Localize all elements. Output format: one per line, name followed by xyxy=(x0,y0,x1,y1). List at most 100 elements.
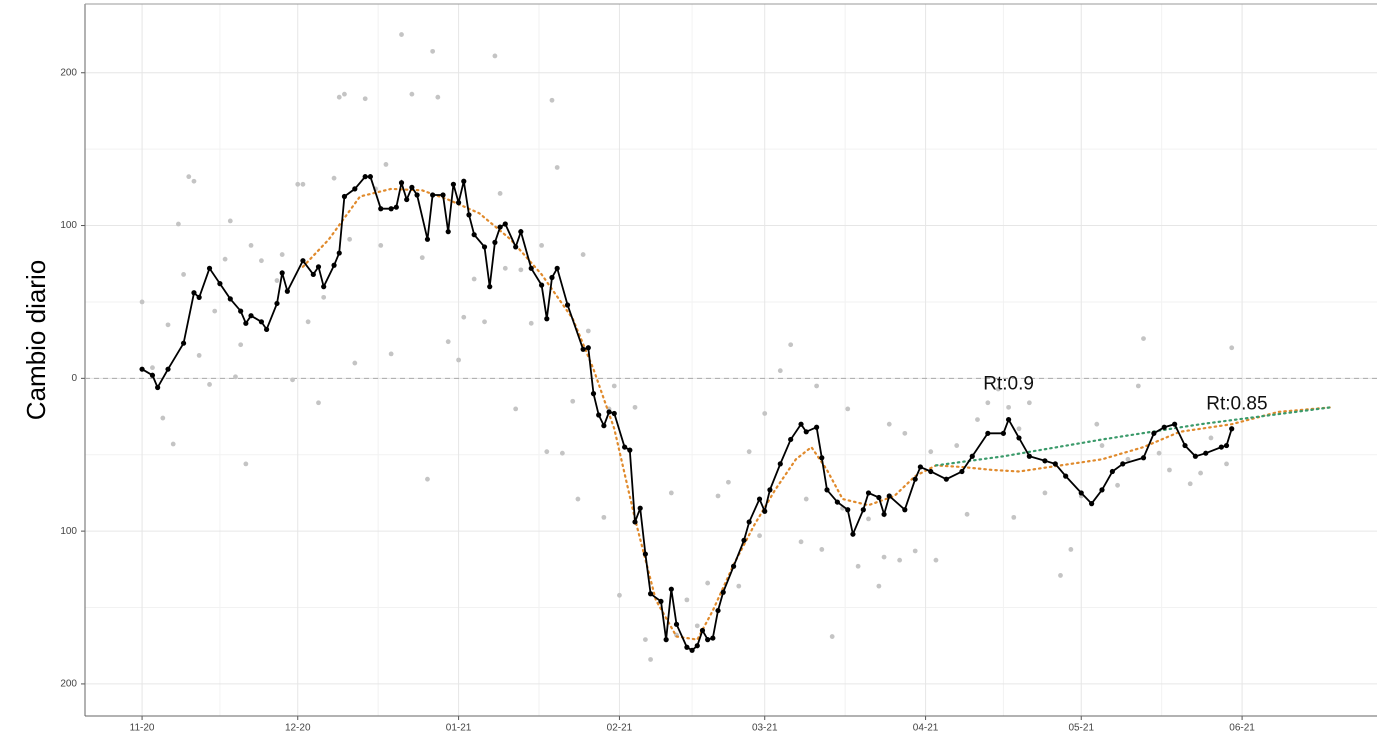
series-point xyxy=(622,444,628,450)
raw-point xyxy=(829,634,835,639)
raw-point xyxy=(642,637,648,643)
series-point xyxy=(362,174,368,180)
series-point xyxy=(139,366,145,372)
series-point xyxy=(331,262,337,268)
series-point xyxy=(165,366,171,372)
raw-point xyxy=(897,557,903,563)
raw-point xyxy=(352,360,358,366)
series-point xyxy=(601,423,607,429)
series-point xyxy=(243,320,249,326)
raw-point xyxy=(383,162,389,167)
series-point xyxy=(466,212,472,218)
series-point xyxy=(694,643,700,649)
series-point xyxy=(741,537,747,543)
series-point xyxy=(1099,487,1105,493)
raw-point xyxy=(456,357,461,363)
series-point xyxy=(824,487,830,493)
raw-point xyxy=(1006,404,1011,410)
raw-point xyxy=(866,516,871,522)
series-point xyxy=(248,313,254,319)
series-point xyxy=(398,180,405,186)
raw-point xyxy=(196,353,202,358)
series-point xyxy=(1000,430,1007,436)
series-point xyxy=(336,250,342,256)
series-point xyxy=(1182,442,1188,449)
x-tick-label: 12-20 xyxy=(285,723,311,732)
series-point xyxy=(876,494,882,501)
series-point xyxy=(767,487,773,493)
raw-point xyxy=(238,342,244,348)
series-point xyxy=(367,174,373,180)
raw-point xyxy=(347,236,353,242)
x-tick-label: 04-21 xyxy=(913,723,939,732)
raw-point xyxy=(684,597,690,603)
raw-point xyxy=(855,563,861,569)
series-point xyxy=(544,316,550,322)
series-point xyxy=(497,224,503,230)
raw-point xyxy=(928,449,934,455)
series-point xyxy=(632,519,638,525)
raw-point xyxy=(964,511,970,517)
raw-point xyxy=(1068,547,1074,552)
series-point xyxy=(756,496,763,502)
raw-point xyxy=(575,496,581,502)
x-tick-label: 11-20 xyxy=(130,723,155,732)
series-point xyxy=(860,507,866,513)
series-point xyxy=(1109,468,1115,475)
y-tick-label: 100 xyxy=(60,220,77,231)
raw-point xyxy=(388,351,394,357)
series-point xyxy=(1120,461,1126,467)
raw-point xyxy=(632,404,638,410)
raw-point xyxy=(222,256,228,262)
raw-point xyxy=(150,365,155,371)
raw-point xyxy=(316,400,321,406)
raw-point xyxy=(160,415,166,421)
series-point xyxy=(668,586,674,592)
series-point xyxy=(393,204,399,210)
series-point xyxy=(710,635,716,641)
series-point xyxy=(191,290,197,296)
series-point xyxy=(238,308,244,314)
series-point xyxy=(258,319,265,325)
series-point xyxy=(1151,430,1157,436)
raw-point xyxy=(777,368,783,374)
series-point xyxy=(481,244,488,250)
series-point xyxy=(902,507,908,513)
raw-point xyxy=(279,252,285,257)
raw-point xyxy=(212,308,218,314)
raw-point xyxy=(912,548,918,554)
raw-point xyxy=(549,97,555,103)
series-point xyxy=(321,284,327,290)
series-point xyxy=(798,421,804,427)
raw-point xyxy=(399,32,404,37)
raw-point xyxy=(409,91,415,97)
raw-point xyxy=(539,243,545,248)
raw-point xyxy=(902,430,908,436)
series-point xyxy=(834,499,840,505)
series-point xyxy=(762,508,768,514)
series-point xyxy=(564,302,571,308)
series-point xyxy=(611,410,617,417)
series-point xyxy=(1042,458,1048,464)
series-point xyxy=(180,340,187,346)
series-point xyxy=(227,296,233,302)
raw-point xyxy=(886,421,892,427)
raw-point xyxy=(1229,345,1235,351)
raw-point xyxy=(274,278,280,283)
series-point xyxy=(424,236,431,242)
series-point xyxy=(673,621,680,627)
series-point xyxy=(549,274,555,281)
series-point xyxy=(819,455,825,461)
series-point xyxy=(777,461,783,467)
raw-point xyxy=(1115,482,1120,488)
raw-point xyxy=(528,320,534,326)
raw-point xyxy=(342,91,347,97)
y-tick-label: 0 xyxy=(71,373,77,384)
series-point xyxy=(1140,455,1147,461)
raw-point xyxy=(705,580,711,586)
series-point xyxy=(518,229,524,235)
series-point xyxy=(1192,453,1198,459)
series-point xyxy=(585,345,591,351)
series-point xyxy=(404,196,410,203)
raw-point xyxy=(954,443,960,448)
